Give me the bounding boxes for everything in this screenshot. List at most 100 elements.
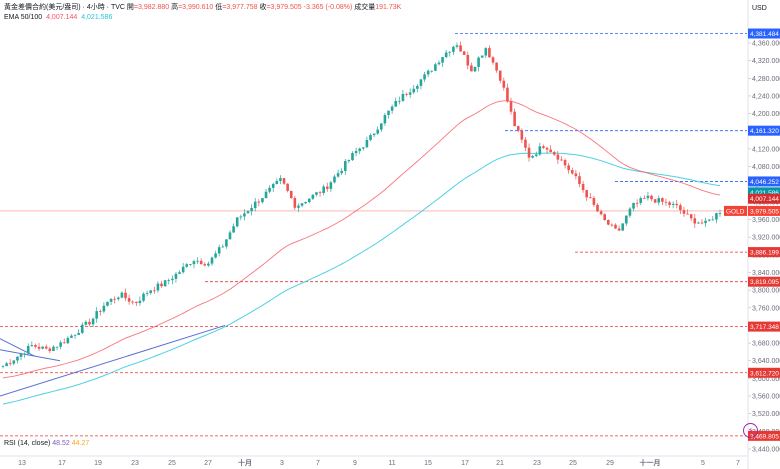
- symbol-legend: 黃金差價合約(美元/盎司) · 4小時 · TVC 開=3,982.880 高=…: [4, 3, 401, 12]
- volume-value: 191.73K: [375, 4, 402, 11]
- level-label: 3,886.199: [750, 250, 779, 257]
- candle-body: [293, 197, 297, 208]
- candle-body: [261, 198, 264, 203]
- candle-body: [297, 205, 300, 208]
- candle-body: [5, 363, 8, 367]
- candle-body: [221, 246, 225, 248]
- ema-legend[interactable]: EMA 50/100 4,007.144 4,021.586: [4, 13, 112, 22]
- candle-body: [160, 283, 163, 287]
- candle-body: [552, 152, 556, 155]
- level-label: 3,612.720: [750, 370, 779, 377]
- candle-body: [423, 74, 426, 80]
- candle-body: [408, 92, 412, 95]
- candle-body: [23, 353, 26, 355]
- candle-body: [253, 201, 257, 209]
- candle-body: [286, 183, 289, 191]
- candle-body: [650, 195, 653, 200]
- candle-body: [116, 297, 120, 300]
- candle-body: [156, 283, 160, 291]
- candle-body: [639, 198, 643, 204]
- level-label: 4,046.252: [750, 179, 779, 186]
- candle-body: [549, 149, 552, 153]
- candle-body: [401, 93, 405, 101]
- x-tick-label: 21: [496, 460, 504, 467]
- candle-body: [228, 232, 232, 240]
- candle-body: [376, 129, 380, 134]
- candle-body: [560, 159, 563, 161]
- candle-body: [185, 264, 189, 267]
- candle-body: [340, 170, 343, 174]
- candle-body: [661, 198, 664, 202]
- candle-body: [163, 280, 167, 287]
- candle-body: [19, 353, 23, 357]
- ema100-badge: [748, 187, 780, 198]
- candle-body: [279, 178, 282, 181]
- x-tick-label: 17: [461, 460, 469, 467]
- x-tick-label: 十月: [238, 458, 252, 467]
- currency-label: USD: [752, 5, 767, 12]
- candle-body: [585, 190, 588, 198]
- candle-body: [189, 264, 192, 265]
- candle-body: [668, 202, 671, 205]
- y-tick-label: 4,120.000: [752, 146, 780, 153]
- x-tick-label: 9: [353, 460, 357, 467]
- candle-body: [145, 293, 149, 294]
- rsi-legend[interactable]: RSI (14, close) 48.52 44.27: [4, 440, 89, 447]
- candle-body: [1, 366, 5, 367]
- candle-body: [682, 210, 686, 214]
- candle-body: [138, 300, 142, 303]
- trend-line: [0, 349, 61, 362]
- x-tick-label: 23: [533, 460, 541, 467]
- candle-body: [48, 348, 52, 351]
- candle-body: [322, 186, 325, 193]
- candle-body: [84, 321, 88, 325]
- candle-body: [599, 211, 603, 215]
- candle-body: [545, 147, 549, 150]
- candle-body: [628, 208, 632, 216]
- y-tick-label: 4,080.000: [752, 164, 780, 171]
- candle-body: [646, 195, 650, 199]
- candle-body: [362, 147, 365, 149]
- rsi-label: RSI (14, close): [4, 440, 51, 447]
- candle-body: [437, 62, 441, 65]
- rsi-value-2: 44.27: [71, 440, 90, 447]
- candle-body: [426, 70, 430, 75]
- candle-body: [351, 153, 354, 160]
- candle-body: [315, 192, 318, 195]
- candle-body: [102, 305, 106, 312]
- candle-body: [98, 311, 102, 312]
- candle-body: [343, 161, 347, 171]
- candle-body: [610, 224, 614, 226]
- candle-body: [153, 290, 156, 292]
- candle-body: [459, 45, 462, 52]
- candle-body: [625, 215, 628, 224]
- candle-body: [62, 342, 66, 344]
- x-tick-label: 27: [204, 460, 212, 467]
- candle-body: [66, 337, 70, 344]
- candle-body: [466, 54, 470, 66]
- candle-body: [542, 146, 545, 148]
- x-tick-label: 11: [388, 460, 395, 467]
- level-badge: [748, 28, 780, 39]
- candle-body: [477, 57, 480, 67]
- y-tick-label: 4,360.000: [752, 41, 780, 48]
- candle-body: [109, 298, 113, 302]
- candle-body: [178, 272, 181, 274]
- candle-body: [689, 214, 693, 219]
- y-tick-label: 4,240.000: [752, 93, 780, 100]
- y-tick-label: 4,200.000: [752, 111, 780, 118]
- close-label: 收: [259, 4, 267, 11]
- candle-body: [365, 140, 369, 148]
- ema-label: EMA 50/100: [4, 14, 43, 21]
- candle-body: [704, 220, 707, 224]
- candle-body: [394, 100, 398, 107]
- lightning-icon[interactable]: ⚡: [743, 423, 758, 438]
- ema100-line: [2, 152, 721, 405]
- candle-body: [516, 126, 520, 131]
- candle-body: [307, 198, 311, 203]
- candle-body: [257, 201, 261, 203]
- x-tick-label: 15: [424, 460, 432, 467]
- candle-body: [495, 62, 498, 71]
- candle-body: [567, 165, 570, 171]
